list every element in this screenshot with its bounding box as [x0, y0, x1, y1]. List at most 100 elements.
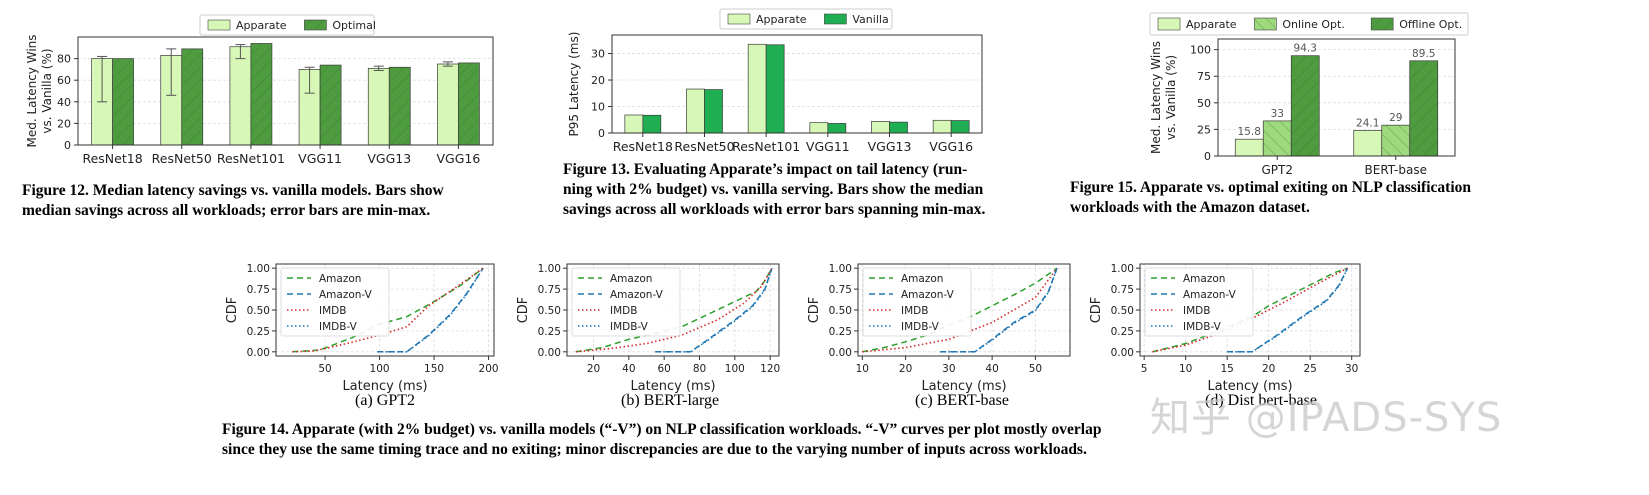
legend-label: IMDB-V: [901, 321, 940, 333]
legend-label: IMDB-V: [319, 321, 358, 333]
caption-line: Figure 15. Apparate vs. optimal exiting …: [1070, 179, 1471, 196]
y-tick-label: 0.75: [829, 284, 852, 296]
legend-box: [862, 267, 972, 337]
series-line: [655, 267, 773, 353]
caption-line: ning with 2% budget) vs. vanilla serving…: [563, 181, 984, 198]
series-line: [655, 267, 773, 353]
x-tick-label: 20: [1262, 363, 1275, 375]
figure-13-caption: Figure 13. Evaluating Apparate’s impact …: [563, 160, 985, 220]
x-tick-label: 50: [318, 363, 331, 375]
x-tick-label: BERT-base: [1365, 163, 1427, 177]
caption-line: workloads with the Amazon dataset.: [1070, 199, 1310, 216]
bar-hatch: [389, 67, 411, 145]
x-axis-label: Latency (ms): [921, 379, 1006, 394]
x-tick-label: ResNet50: [152, 151, 212, 166]
data-label: 29: [1389, 112, 1402, 124]
legend-label: Apparate: [236, 19, 287, 32]
y-tick-label: 0.25: [538, 326, 561, 338]
legend-label: IMDB: [610, 305, 637, 317]
legend-label: IMDB: [319, 305, 346, 317]
x-tick-label: ResNet18: [82, 151, 142, 166]
bar: [1234, 138, 1264, 157]
series-line: [940, 267, 1058, 353]
caption-line: since they use the same timing trace and…: [222, 441, 1087, 458]
legend-label: Amazon-V: [901, 289, 955, 301]
legend-swatch: [727, 13, 751, 25]
bar-hatch: [250, 43, 272, 146]
legend-label: Online Opt.: [1282, 18, 1344, 31]
bar: [1353, 130, 1383, 157]
y-tick-label: 20: [57, 117, 71, 130]
y-tick-label: 0.75: [538, 284, 561, 296]
y-tick-label: 0.25: [247, 326, 270, 338]
fig13-frame: [611, 34, 983, 134]
caption-line: Figure 14. Apparate (with 2% budget) vs.…: [222, 421, 1102, 438]
caption-line: Figure 12. Median latency savings vs. va…: [22, 182, 444, 199]
legend-swatch: [207, 19, 231, 31]
y-axis-label: vs. Vanilla (%): [1164, 55, 1178, 140]
legend-label: Apparate: [1186, 18, 1237, 31]
y-tick-label: 0.00: [247, 347, 270, 359]
bar-hatch: [181, 48, 203, 145]
bar-hatch: [458, 62, 480, 145]
bar: [229, 46, 252, 146]
bar-hatch: [112, 58, 134, 145]
y-tick-label: 50: [1197, 97, 1211, 110]
y-tick-label: 1.00: [247, 263, 270, 275]
x-tick-label: GPT2: [1262, 163, 1294, 177]
fig15-frame: [1217, 38, 1456, 157]
x-tick-label: ResNet50: [674, 139, 734, 154]
cdf-c-frame: [857, 263, 1071, 357]
figure-15-caption: Figure 15. Apparate vs. optimal exiting …: [1070, 178, 1471, 218]
legend-box: [571, 267, 681, 337]
legend-swatch: [824, 13, 847, 25]
x-tick-label: VGG16: [436, 151, 480, 166]
bar: [747, 43, 767, 134]
y-tick-label: 0.50: [247, 305, 270, 317]
x-tick-label: 200: [479, 363, 499, 375]
y-tick-label: 0.00: [538, 347, 561, 359]
bar: [686, 88, 705, 134]
bar-hatch: [1263, 120, 1292, 156]
caption-line: median savings across all workloads; err…: [22, 202, 431, 219]
subcaption-b: (b) BERT-large: [621, 392, 720, 409]
x-tick-label: 120: [760, 363, 780, 375]
y-tick-label: 0.50: [1111, 305, 1134, 317]
x-tick-label: 5: [1141, 363, 1148, 375]
legend-label: Offline Opt.: [1399, 18, 1462, 31]
x-tick-label: ResNet101: [732, 139, 800, 154]
legend-box: [280, 267, 390, 337]
y-axis-label: P95 Latency (ms): [567, 32, 581, 137]
bar-hatch: [1409, 60, 1438, 156]
x-tick-label: 100: [725, 363, 745, 375]
legend-label: Vanilla: [852, 13, 888, 26]
x-tick-label: VGG11: [298, 151, 342, 166]
bar: [642, 114, 662, 134]
subcaption-c: (c) BERT-base: [915, 392, 1009, 409]
bar: [437, 63, 459, 146]
legend-label: IMDB-V: [610, 321, 649, 333]
x-tick-label: 100: [370, 363, 390, 375]
y-tick-label: 1.00: [538, 263, 561, 275]
y-tick-label: 0.25: [829, 326, 852, 338]
caption-line: Figure 13. Evaluating Apparate’s impact …: [563, 161, 968, 178]
y-tick-label: 0.75: [1111, 284, 1134, 296]
y-tick-label: 40: [57, 96, 71, 109]
data-label: 94.3: [1294, 43, 1317, 55]
x-tick-label: 30: [1345, 363, 1358, 375]
subcaption-a: (a) GPT2: [355, 392, 415, 409]
cdf-d-frame: [1139, 263, 1361, 357]
bar: [624, 114, 644, 134]
x-tick-label: ResNet101: [217, 151, 285, 166]
cdf-b-frame: [566, 263, 780, 357]
bar: [704, 89, 723, 134]
y-tick-label: 0.00: [829, 347, 852, 359]
y-tick-label: 0: [598, 127, 605, 140]
series-line: [575, 267, 773, 353]
x-tick-label: VGG13: [868, 139, 912, 154]
y-tick-label: 60: [57, 74, 71, 87]
x-tick-label: 150: [424, 363, 444, 375]
caption-line: savings across all workloads with error …: [563, 201, 986, 218]
bar: [871, 120, 890, 134]
x-tick-label: VGG16: [929, 139, 973, 154]
